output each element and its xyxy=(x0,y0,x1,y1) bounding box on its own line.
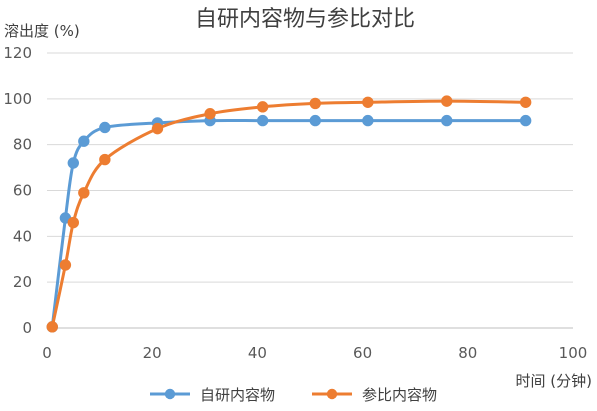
data-point xyxy=(309,97,321,110)
y-tick-label: 100 xyxy=(3,90,32,108)
x-tick-label: 100 xyxy=(559,344,588,362)
legend: 自研内容物 参比内容物 xyxy=(150,386,437,404)
legend-item: 自研内容物 xyxy=(150,386,275,404)
data-point xyxy=(46,321,58,333)
data-point xyxy=(362,114,374,127)
data-point xyxy=(309,114,321,127)
data-point xyxy=(519,114,532,127)
tick-labels: 0 20 40 60 80 100 120 0 20 40 60 80 100 xyxy=(3,44,587,362)
y-tick-label: 60 xyxy=(13,182,32,200)
legend-label: 自研内容物 xyxy=(200,386,275,404)
data-point xyxy=(78,187,90,199)
y-tick-label: 120 xyxy=(3,44,32,62)
data-point xyxy=(59,259,72,271)
gridlines xyxy=(47,52,573,329)
data-point xyxy=(256,101,269,113)
data-point xyxy=(256,114,269,127)
x-tick-label: 80 xyxy=(458,344,477,362)
legend-label: 参比内容物 xyxy=(362,386,437,404)
series-line xyxy=(50,99,528,329)
y-axis-label: 溶出度 (%) xyxy=(4,22,80,40)
y-tick-label: 80 xyxy=(13,136,32,154)
series-layer xyxy=(46,95,532,333)
legend-marker xyxy=(164,388,176,400)
series-line xyxy=(50,118,528,329)
y-tick-label: 0 xyxy=(22,319,32,337)
data-point xyxy=(441,95,453,107)
x-tick-label: 20 xyxy=(143,344,162,362)
data-point xyxy=(67,157,80,169)
legend-marker xyxy=(326,388,338,400)
data-point xyxy=(362,96,374,108)
chart-title: 自研内容物与参比对比 xyxy=(195,7,415,32)
data-point xyxy=(99,153,111,166)
data-point xyxy=(441,114,453,127)
x-axis-label: 时间 (分钟) xyxy=(516,372,592,390)
data-point xyxy=(99,121,111,134)
legend-item: 参比内容物 xyxy=(312,386,437,404)
x-tick-label: 60 xyxy=(353,344,372,362)
data-point xyxy=(78,135,90,147)
y-tick-label: 40 xyxy=(13,227,32,245)
data-point xyxy=(519,96,532,108)
data-point xyxy=(151,122,164,135)
x-tick-label: 0 xyxy=(42,344,52,362)
data-point xyxy=(204,108,216,120)
series-2 xyxy=(46,95,532,333)
x-tick-label: 40 xyxy=(248,344,267,362)
y-tick-label: 20 xyxy=(13,273,32,291)
data-point xyxy=(67,216,80,229)
